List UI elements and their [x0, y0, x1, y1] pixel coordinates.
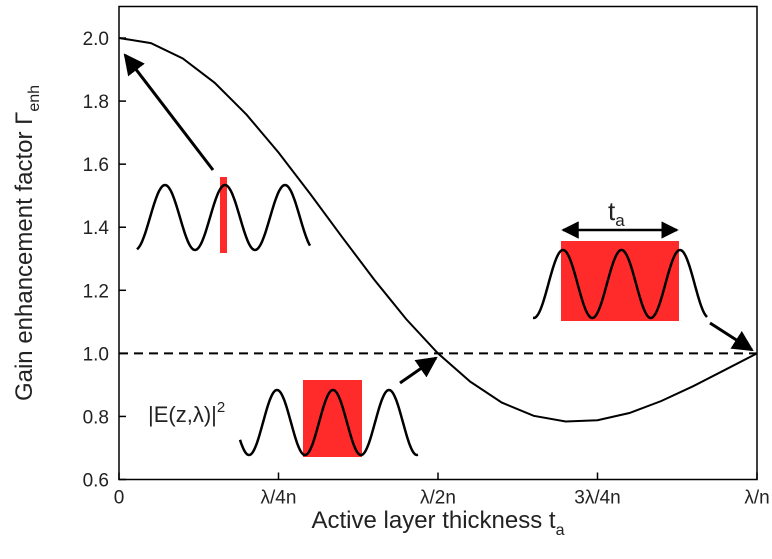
y-axis-label: Gain enhancement factor Γenh — [11, 85, 43, 401]
x-tick-label: 0 — [114, 488, 125, 509]
y-tick-label: 1.6 — [83, 155, 109, 176]
arrow — [709, 321, 754, 352]
field-wave — [136, 183, 312, 252]
y-tick-label: 1.0 — [83, 344, 109, 365]
x-axis-label: Active layer thickness ta — [312, 507, 565, 539]
active-layer — [220, 177, 227, 253]
arrow — [123, 53, 215, 171]
x-tick-label: 3λ/4n — [574, 488, 620, 509]
y-tick-label: 0.6 — [83, 471, 109, 492]
thickness-label: ta — [608, 196, 625, 230]
data-line — [118, 37, 758, 423]
active-layer — [561, 241, 679, 321]
y-tick-label: 1.8 — [83, 92, 109, 113]
y-tick-label: 1.2 — [83, 281, 109, 302]
field-label: |E(z,λ)|2 — [148, 399, 225, 427]
y-tick-label: 2.0 — [83, 29, 109, 50]
field-wave — [238, 388, 419, 457]
arrow — [399, 356, 438, 385]
y-tick-label: 0.8 — [83, 407, 109, 428]
x-tick-label: λ/4n — [261, 488, 297, 509]
y-tick-label: 1.4 — [83, 218, 110, 239]
field-wave — [532, 248, 708, 320]
x-tick-label: λ/2n — [420, 488, 456, 509]
insets: ta |E(z,λ)|2 — [123, 53, 754, 457]
x-tick-label: λ/n — [744, 488, 769, 509]
